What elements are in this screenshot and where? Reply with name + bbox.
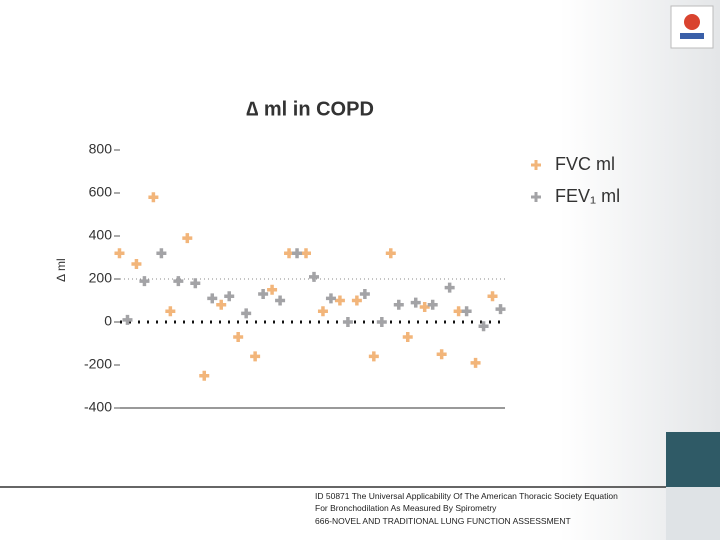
point [114, 248, 125, 259]
y-tick-label: -200 [84, 356, 112, 372]
point [487, 291, 498, 302]
legend-label: FEV₁ ml [555, 186, 620, 206]
point [495, 304, 506, 315]
legend-marker [531, 160, 541, 170]
point [131, 258, 142, 269]
point [342, 317, 353, 327]
point [173, 276, 184, 287]
point [148, 192, 159, 203]
y-tick-label: 800 [89, 141, 113, 157]
y-tick-label: 600 [89, 184, 113, 200]
y-axis-label: ∆ ml [54, 258, 68, 281]
point [376, 317, 387, 327]
point [139, 276, 150, 287]
point [292, 248, 303, 259]
point [385, 248, 396, 259]
point [224, 291, 235, 302]
point [250, 351, 261, 362]
point [267, 284, 278, 295]
point [351, 295, 362, 306]
point [182, 233, 193, 244]
y-tick-label: 200 [89, 270, 113, 286]
point [275, 295, 286, 306]
point [393, 299, 404, 310]
point [334, 295, 345, 306]
point [233, 332, 244, 343]
logo [670, 5, 714, 49]
y-tick-label: 400 [89, 227, 113, 243]
point [410, 297, 421, 308]
point [478, 321, 489, 332]
point [216, 299, 227, 310]
accent-block [666, 432, 720, 487]
point [241, 308, 252, 319]
point [444, 282, 455, 293]
legend-marker [531, 192, 541, 202]
point [325, 293, 336, 304]
point [165, 306, 176, 317]
point [301, 248, 311, 259]
footer-line: 666-NOVEL AND TRADITIONAL LUNG FUNCTION … [315, 516, 571, 526]
accent-block-light [666, 487, 720, 540]
y-tick-label: 0 [104, 313, 112, 329]
footer-line: For Bronchodilation As Measured By Spiro… [315, 503, 497, 513]
point [122, 314, 133, 325]
point [427, 299, 438, 310]
point [156, 248, 167, 259]
point [309, 271, 319, 282]
point [199, 370, 210, 381]
point [359, 289, 370, 300]
y-tick-label: -400 [84, 399, 112, 415]
footer-line: ID 50871 The Universal Applicability Of … [315, 491, 618, 501]
point [368, 351, 379, 362]
legend-label: FVC ml [555, 154, 615, 174]
point [207, 293, 218, 304]
point [317, 306, 328, 317]
point [402, 332, 413, 343]
point [419, 301, 430, 312]
chart-title: ∆ ml in COPD [246, 98, 374, 120]
point [258, 289, 269, 300]
point [461, 306, 472, 317]
point [190, 278, 201, 289]
point [436, 349, 447, 360]
point [470, 357, 481, 368]
